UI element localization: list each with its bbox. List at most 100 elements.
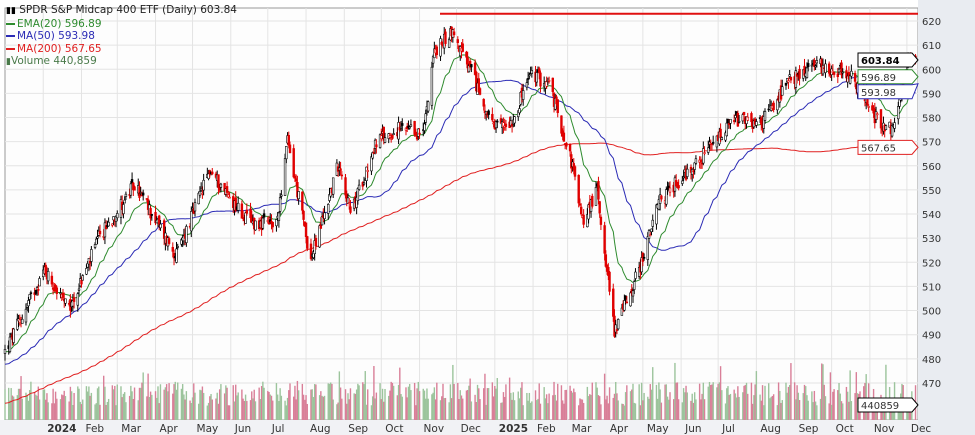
candle bbox=[277, 211, 281, 228]
volume-bar bbox=[275, 383, 278, 420]
candle-body bbox=[699, 159, 703, 163]
candle bbox=[297, 191, 300, 205]
candle-body bbox=[649, 234, 652, 237]
volume-bar bbox=[380, 399, 383, 420]
candle-body bbox=[518, 108, 521, 114]
volume-bar bbox=[743, 385, 745, 420]
candle-body bbox=[681, 180, 684, 184]
candle bbox=[81, 274, 84, 281]
candle-body bbox=[424, 113, 427, 123]
candle bbox=[190, 206, 193, 238]
volume-bar bbox=[94, 404, 96, 420]
volume-bar bbox=[487, 388, 490, 420]
candle bbox=[340, 171, 344, 180]
candle-body bbox=[426, 101, 430, 112]
volume-bar bbox=[357, 383, 359, 420]
volume-bar bbox=[790, 363, 792, 420]
candle-body bbox=[827, 63, 831, 74]
candle-body bbox=[787, 80, 790, 83]
volume-bar bbox=[830, 404, 833, 420]
candle bbox=[383, 132, 387, 144]
candle-body bbox=[598, 201, 601, 214]
volume-bar bbox=[174, 381, 176, 420]
candle bbox=[729, 118, 732, 130]
candle-body bbox=[309, 243, 313, 259]
volume-bar bbox=[560, 385, 563, 420]
volume-bar bbox=[43, 389, 46, 420]
candle-body bbox=[494, 121, 498, 129]
candle-body bbox=[107, 221, 110, 227]
candle bbox=[798, 65, 801, 86]
candle-body bbox=[314, 237, 318, 247]
volume-bar bbox=[495, 388, 497, 420]
candle-body bbox=[815, 60, 819, 64]
volume-bar bbox=[675, 382, 677, 420]
volume-bar bbox=[154, 391, 157, 420]
volume-bar bbox=[776, 405, 779, 420]
candle-body bbox=[401, 123, 404, 126]
volume-bar bbox=[218, 389, 221, 420]
volume-bar bbox=[629, 391, 632, 420]
volume-bar bbox=[294, 385, 296, 420]
candle-body bbox=[409, 124, 413, 127]
candle bbox=[362, 176, 366, 186]
candle-body bbox=[96, 236, 99, 239]
volume-bar bbox=[417, 381, 420, 420]
candle-body bbox=[357, 184, 361, 190]
volume-bar bbox=[201, 386, 204, 420]
candle-body bbox=[431, 56, 435, 64]
volume-bar bbox=[112, 389, 115, 420]
legend: ▮▮ SPDR S&P Midcap 400 ETF (Daily) 603.8… bbox=[6, 4, 237, 69]
volume-bar bbox=[315, 384, 317, 420]
volume-bar bbox=[272, 400, 274, 420]
volume-bar bbox=[132, 398, 135, 420]
volume-bar bbox=[244, 394, 247, 420]
candle bbox=[306, 235, 309, 252]
candle-body bbox=[158, 215, 161, 225]
candle bbox=[435, 44, 439, 59]
candle bbox=[37, 284, 40, 296]
candle-body bbox=[80, 279, 83, 285]
candle-body bbox=[897, 106, 900, 120]
volume-bar bbox=[413, 382, 416, 420]
volume-bar bbox=[381, 388, 384, 420]
candle-body bbox=[3, 349, 7, 354]
volume-bar bbox=[51, 403, 53, 420]
volume-bar bbox=[425, 398, 427, 420]
volume-bar bbox=[692, 402, 695, 420]
candle bbox=[418, 128, 421, 139]
y-tick-label: 620 bbox=[922, 17, 941, 28]
candle-body bbox=[138, 186, 141, 198]
candle-body bbox=[12, 328, 15, 343]
volume-bar bbox=[478, 388, 480, 420]
candle-body bbox=[193, 202, 197, 212]
candle bbox=[477, 72, 480, 93]
volume-bar bbox=[432, 392, 434, 420]
candle bbox=[535, 69, 538, 87]
candle-body bbox=[444, 31, 447, 44]
candle bbox=[897, 101, 900, 125]
volume-bar bbox=[587, 396, 590, 420]
volume-bar bbox=[616, 393, 618, 420]
y-tick-label: 520 bbox=[922, 258, 941, 269]
candle-body bbox=[741, 114, 745, 122]
volume-bar bbox=[289, 383, 291, 420]
volume-bar bbox=[727, 386, 729, 420]
volume-bar bbox=[522, 405, 524, 420]
volume-bar bbox=[328, 383, 331, 420]
candle-body bbox=[597, 181, 600, 200]
volume-bar bbox=[367, 389, 369, 420]
candle-body bbox=[296, 182, 299, 198]
candle bbox=[223, 182, 226, 195]
candle bbox=[772, 100, 775, 113]
candle bbox=[461, 39, 464, 53]
volume-bar bbox=[371, 396, 374, 420]
volume-bar bbox=[358, 385, 360, 420]
volume-bar bbox=[30, 381, 32, 420]
candle bbox=[302, 209, 305, 226]
volume-bar bbox=[626, 385, 628, 420]
candle-body bbox=[64, 298, 67, 304]
legend-title: ▮▮ SPDR S&P Midcap 400 ETF (Daily) 603.8… bbox=[6, 4, 237, 18]
candle bbox=[466, 51, 469, 73]
volume-bar bbox=[233, 401, 236, 420]
